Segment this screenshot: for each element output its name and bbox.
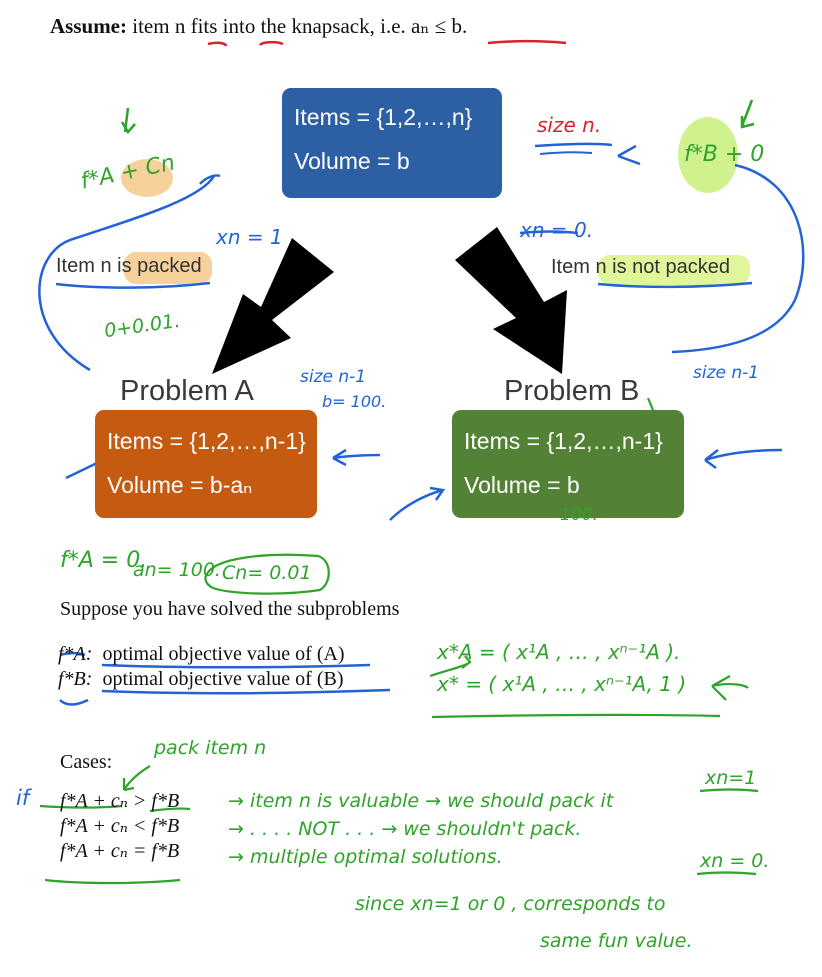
assume-text: item n fits into the knapsack, i.e. aₙ ≤… — [132, 14, 467, 38]
definition-fa: f*A: optimal objective value of (A) — [58, 643, 345, 666]
note-x-star: x* = ( x¹A , … , xⁿ⁻¹A, 1 ) — [437, 672, 686, 696]
note-100: 100. — [560, 505, 598, 525]
note-fb-plus-0: f*B + 0 — [684, 142, 764, 167]
problem-b-items: Items = {1,2,…,n-1} — [464, 428, 663, 455]
problem-a-box: Items = {1,2,…,n-1} Volume = b-aₙ — [95, 410, 317, 518]
cases-label: Cases: — [60, 751, 112, 774]
problem-a-items: Items = {1,2,…,n-1} — [107, 428, 306, 455]
note-an-100: an= 100. — [133, 559, 221, 581]
case-less: f*A + cₙ < f*B — [60, 813, 179, 838]
note-size-n-1-a: size n-1 — [300, 367, 366, 387]
note-since-line-2: same fun value. — [540, 930, 693, 952]
note-size-n: size n. — [537, 113, 601, 137]
note-xn-0: xn = 0. — [520, 218, 593, 242]
note-b-100: b= 100. — [322, 392, 386, 411]
problem-a-volume: Volume = b-aₙ — [107, 472, 252, 499]
suppose-sentence: Suppose you have solved the subproblems — [60, 598, 399, 621]
root-items: Items = {1,2,…,n} — [294, 104, 472, 131]
root-problem-box: Items = {1,2,…,n} Volume = b — [282, 88, 502, 198]
label-item-packed: Item n is packed — [56, 255, 202, 278]
definition-fa-text: optimal objective value of (A) — [102, 643, 344, 665]
note-case-1: → item n is valuable → we should pack it — [228, 790, 613, 812]
arrow-to-problem-b — [455, 227, 567, 374]
case-greater: f*A + cₙ > f*B — [60, 788, 179, 813]
note-if: if — [16, 786, 29, 810]
problem-b-title: Problem B — [504, 375, 639, 408]
definition-fb-text: optimal objective value of (B) — [102, 668, 343, 690]
note-xn-1: xn = 1 — [216, 225, 283, 249]
definition-fb: f*B: optimal objective value of (B) — [58, 668, 343, 691]
case-equal: f*A + cₙ = f*B — [60, 838, 179, 863]
problem-b-volume: Volume = b — [464, 472, 580, 499]
note-case-2: → . . . . NOT . . . → we shouldn't pack. — [228, 818, 581, 840]
problem-b-box: Items = {1,2,…,n-1} Volume = b — [452, 410, 684, 518]
note-cn-001: Cn= 0.01 — [222, 562, 312, 584]
label-item-not-packed: Item n is not packed — [551, 256, 730, 279]
note-since-line-1: since xn=1 or 0 , corresponds to — [355, 893, 666, 915]
arrow-to-problem-a — [212, 238, 334, 374]
note-xa-star: x*A = ( x¹A , … , xⁿ⁻¹A ). — [437, 640, 680, 664]
root-volume: Volume = b — [294, 148, 410, 175]
note-xn-0-right: xn = 0. — [700, 850, 769, 872]
note-xn-1-right: xn=1 — [705, 767, 756, 789]
assume-line: Assume: item n fits into the knapsack, i… — [50, 14, 467, 39]
note-case-3: → multiple optimal solutions. — [228, 846, 503, 868]
note-pack-item-n: pack item n — [154, 737, 266, 759]
note-size-n-1-b: size n-1 — [693, 363, 759, 383]
definition-fb-symbol: f*B: — [58, 668, 92, 690]
assume-label: Assume: — [50, 14, 127, 38]
problem-a-title: Problem A — [120, 375, 254, 408]
definition-fa-symbol: f*A: — [58, 643, 92, 665]
